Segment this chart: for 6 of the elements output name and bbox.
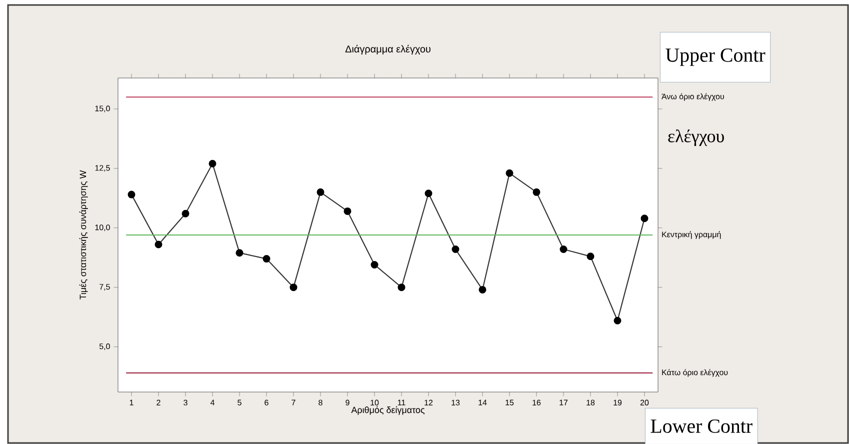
x-axis-title: Αριθμός δείγματος: [351, 406, 425, 415]
text: Upper Contr: [666, 48, 766, 66]
chart-title: Διάγραμμα ελέγχου: [345, 44, 430, 54]
y-axis-title: Τιμές στατιστικής συνάρτησης W: [79, 170, 88, 300]
text: Lower Contr: [650, 420, 752, 433]
text: ελέγχου: [668, 130, 724, 146]
